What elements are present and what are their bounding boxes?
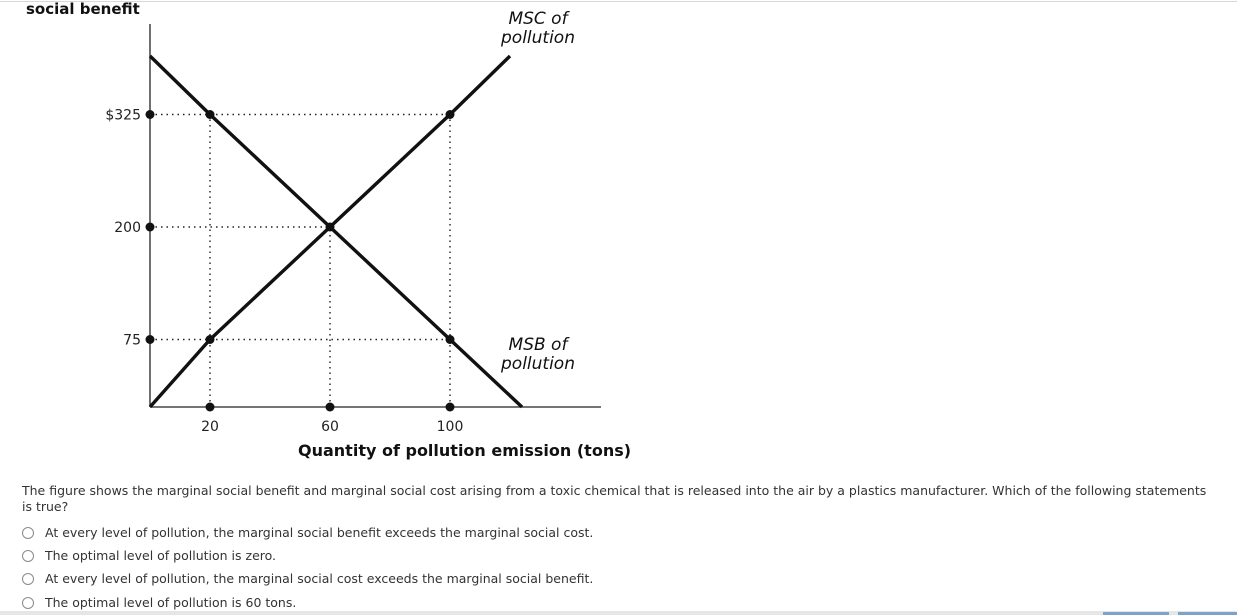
answer-options: At every level of pollution, the margina…: [22, 521, 1212, 614]
option-label: The optimal level of pollution is 60 ton…: [45, 594, 297, 610]
curve-point-marker: [205, 335, 215, 344]
curve-point-marker: [205, 110, 215, 119]
curve-point-marker: [445, 335, 455, 344]
msb-curve: [148, 54, 524, 409]
answer-option[interactable]: At every level of pollution, the margina…: [22, 568, 1212, 591]
msb-curve-label: MSB of pollution: [496, 336, 580, 374]
msc-label-line2: pollution: [501, 28, 575, 48]
x-tick-marker: [205, 402, 215, 412]
answer-option[interactable]: The optimal level of pollution is 60 ton…: [22, 591, 1212, 614]
curve-point-marker: [325, 222, 335, 232]
answer-option[interactable]: The optimal level of pollution is zero.: [22, 544, 1212, 567]
answer-option[interactable]: At every level of pollution, the margina…: [22, 521, 1212, 544]
radio-button[interactable]: [22, 573, 34, 586]
x-tick-label: 20: [201, 419, 219, 435]
msb-label-line1: MSB of: [508, 335, 568, 355]
top-rule: [0, 1, 1237, 2]
x-tick-marker: [445, 402, 455, 412]
x-tick-label: 100: [437, 419, 464, 435]
option-label: At every level of pollution, the margina…: [45, 571, 594, 587]
radio-button[interactable]: [22, 526, 34, 539]
option-label: The optimal level of pollution is zero.: [45, 547, 277, 563]
y-tick-marker: [145, 222, 155, 232]
question-text: The figure shows the marginal social ben…: [22, 483, 1207, 514]
option-label: At every level of pollution, the margina…: [45, 524, 594, 540]
radio-button[interactable]: [22, 549, 34, 562]
msc-label-line1: MSC of: [508, 9, 568, 29]
bottom-button-edge[interactable]: [1103, 612, 1169, 615]
msb-label-line2: pollution: [501, 354, 575, 374]
x-axis-title: Quantity of pollution emission (tons): [298, 441, 632, 460]
msc-curve-label: MSC of pollution: [496, 10, 580, 48]
y-tick-label: $325: [105, 108, 141, 124]
pollution-chart: $325 200 75 20 60 100: [105, 24, 601, 435]
y-tick-label: 75: [123, 333, 141, 349]
y-tick-marker: [145, 110, 155, 119]
bottom-toolbar-edge: [0, 611, 1237, 615]
bottom-button-edge[interactable]: [1178, 612, 1237, 615]
y-tick-label: 200: [114, 220, 141, 236]
x-tick-marker: [325, 402, 335, 412]
curve-point-marker: [445, 110, 455, 119]
x-tick-label: 60: [321, 419, 339, 435]
radio-button[interactable]: [22, 596, 34, 609]
y-axis-title: social benefit: [26, 0, 140, 18]
y-tick-marker: [145, 335, 155, 344]
